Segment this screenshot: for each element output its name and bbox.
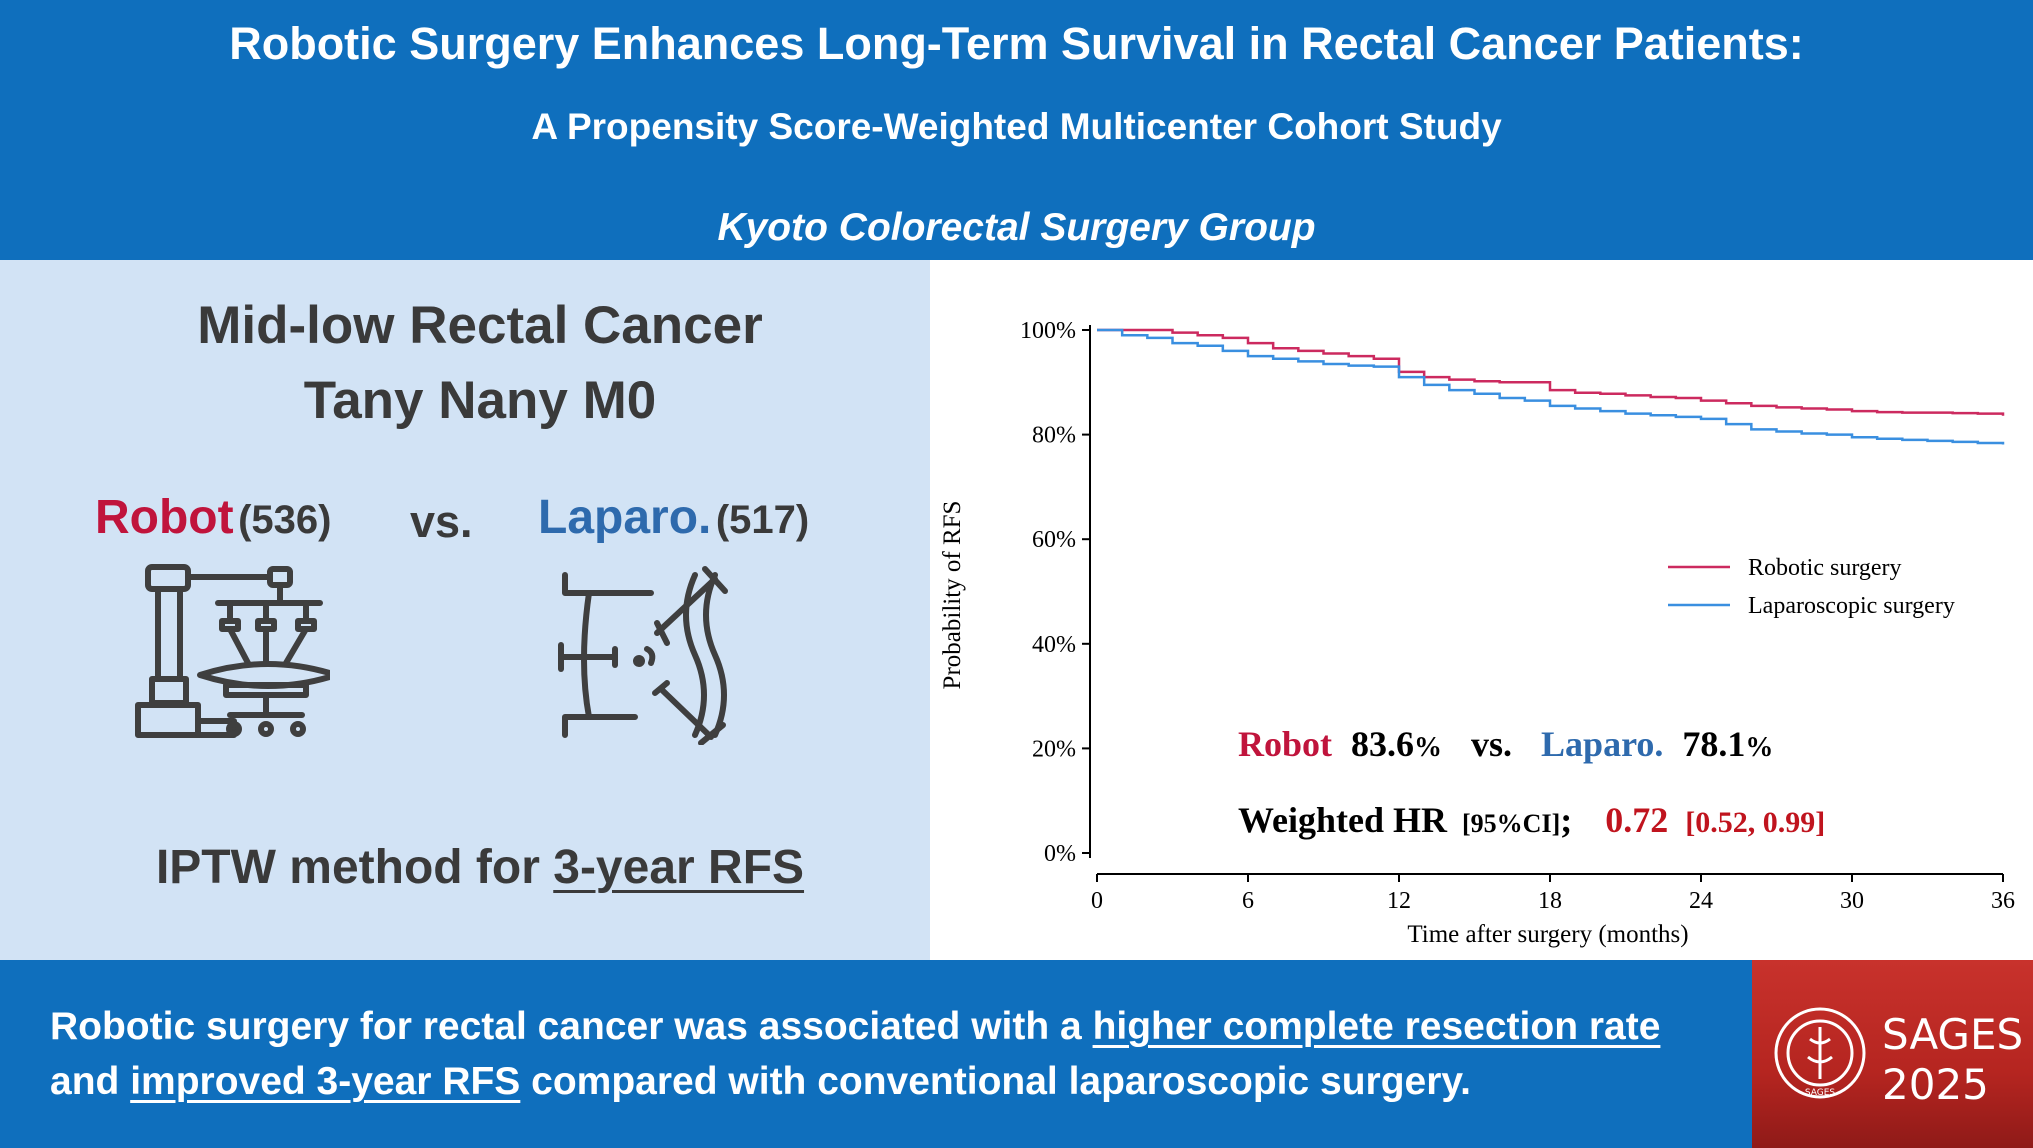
x-tick-label: 0 bbox=[1091, 888, 1103, 914]
y-tick-label: 80% bbox=[1032, 423, 1076, 449]
sages-seal-icon: SAGES bbox=[1774, 1007, 1866, 1099]
ann-vs: vs. bbox=[1471, 724, 1512, 764]
x-tick-label: 18 bbox=[1538, 888, 1562, 914]
ann-robot-label: Robot bbox=[1238, 724, 1332, 764]
y-tick-label: 20% bbox=[1032, 736, 1076, 762]
robot-arm-label: Robot (536) bbox=[95, 490, 331, 545]
laparo-arm-label: Laparo. (517) bbox=[538, 490, 809, 545]
cohort-stage: Tany Nany M0 bbox=[303, 371, 657, 430]
hr-label: Weighted HR bbox=[1238, 800, 1448, 840]
x-tick-label: 30 bbox=[1840, 888, 1864, 914]
laparoscopic-surgery-icon bbox=[558, 566, 728, 745]
y-tick-label: 100% bbox=[1020, 318, 1076, 344]
sages-seal-text: SAGES bbox=[1805, 1088, 1836, 1098]
laparo-count: (517) bbox=[715, 498, 810, 542]
x-axis-label: Time after surgery (months) bbox=[1407, 921, 1688, 948]
page-title: Robotic Surgery Enhances Long-Term Survi… bbox=[229, 18, 1804, 69]
ann-laparo-pct: % bbox=[1745, 732, 1773, 763]
y-tick-label: 0% bbox=[1044, 841, 1076, 867]
sages-name: SAGES bbox=[1882, 1010, 2024, 1059]
method-prefix: IPTW method for bbox=[155, 841, 540, 894]
y-tick-label: 60% bbox=[1032, 527, 1076, 553]
sages-logo-block: SAGES SAGES 2025 bbox=[1752, 960, 2033, 1148]
y-tick-label: 40% bbox=[1032, 632, 1076, 658]
km-chart: 0% 20% 40% 60% 80% 100% 0 6 12 18 24 30 36 Time afte… bbox=[939, 318, 2015, 948]
ann-laparo-label: Laparo. bbox=[1541, 724, 1663, 764]
method-emphasis: 3-year RFS bbox=[553, 841, 805, 894]
y-axis-label: Probability of RFS bbox=[939, 501, 966, 690]
cohort-panel: Mid-low Rectal Cancer Tany Nany M0 Robot… bbox=[0, 260, 930, 960]
robot-count: (536) bbox=[238, 498, 332, 542]
vs-label: vs. bbox=[410, 496, 473, 547]
conclusion-banner: Robotic surgery for rectal cancer was as… bbox=[0, 960, 1752, 1148]
conclusion-text: Robotic surgery for rectal cancer was as… bbox=[50, 1005, 1082, 1048]
ann-robot-value: 83.6 bbox=[1351, 724, 1414, 764]
ann-robot-pct: % bbox=[1414, 732, 1442, 763]
conclusion-emphasis-rfs: improved 3-year RFS bbox=[130, 1060, 521, 1103]
rfs-comparison: Robot 83.6% vs. Laparo. 78.1% bbox=[1238, 724, 1773, 764]
hr-value: 0.72 bbox=[1605, 800, 1668, 840]
ann-laparo-value: 78.1 bbox=[1682, 724, 1745, 764]
robot-label: Robot bbox=[95, 491, 234, 544]
series-line-laparoscopic bbox=[1097, 328, 2005, 445]
x-tick-label: 24 bbox=[1689, 888, 1713, 914]
x-tick-label: 6 bbox=[1242, 888, 1254, 914]
hr-ci: [0.52, 0.99] bbox=[1685, 806, 1825, 839]
laparo-label: Laparo. bbox=[538, 491, 712, 544]
x-tick-label: 12 bbox=[1387, 888, 1411, 914]
conclusion-line-1: Robotic surgery for rectal cancer was as… bbox=[50, 1005, 1660, 1049]
page-subtitle: A Propensity Score-Weighted Multicenter … bbox=[531, 106, 1502, 147]
hr-sep: ; bbox=[1560, 800, 1572, 840]
conclusion-line-2: and improved 3-year RFS compared with co… bbox=[50, 1060, 1471, 1104]
header-banner: Robotic Surgery Enhances Long-Term Survi… bbox=[0, 0, 2033, 260]
hazard-ratio: Weighted HR [95%CI]; 0.72 [0.52, 0.99] bbox=[1238, 800, 1825, 840]
x-tick-label: 36 bbox=[1991, 888, 2015, 914]
conclusion-text: and bbox=[50, 1060, 120, 1103]
chart-panel: 0% 20% 40% 60% 80% 100% 0 6 12 18 24 30 36 Time afte… bbox=[930, 260, 2033, 960]
conclusion-emphasis-resection: higher complete resection rate bbox=[1092, 1005, 1661, 1048]
cohort-title: Mid-low Rectal Cancer bbox=[197, 296, 763, 355]
sages-year: 2025 bbox=[1882, 1060, 1989, 1109]
conclusion-text: compared with conventional laparoscopic … bbox=[531, 1060, 1472, 1103]
surgical-robot-icon bbox=[135, 564, 330, 738]
legend-label-laparoscopic: Laparoscopic surgery bbox=[1748, 593, 1955, 619]
method-label: IPTW method for 3-year RFS bbox=[0, 840, 960, 895]
legend-label-robotic: Robotic surgery bbox=[1748, 555, 1902, 581]
series-line-robotic bbox=[1097, 328, 2005, 416]
hr-ci-label: [95%CI] bbox=[1462, 809, 1560, 838]
study-group: Kyoto Colorectal Surgery Group bbox=[717, 206, 1316, 249]
